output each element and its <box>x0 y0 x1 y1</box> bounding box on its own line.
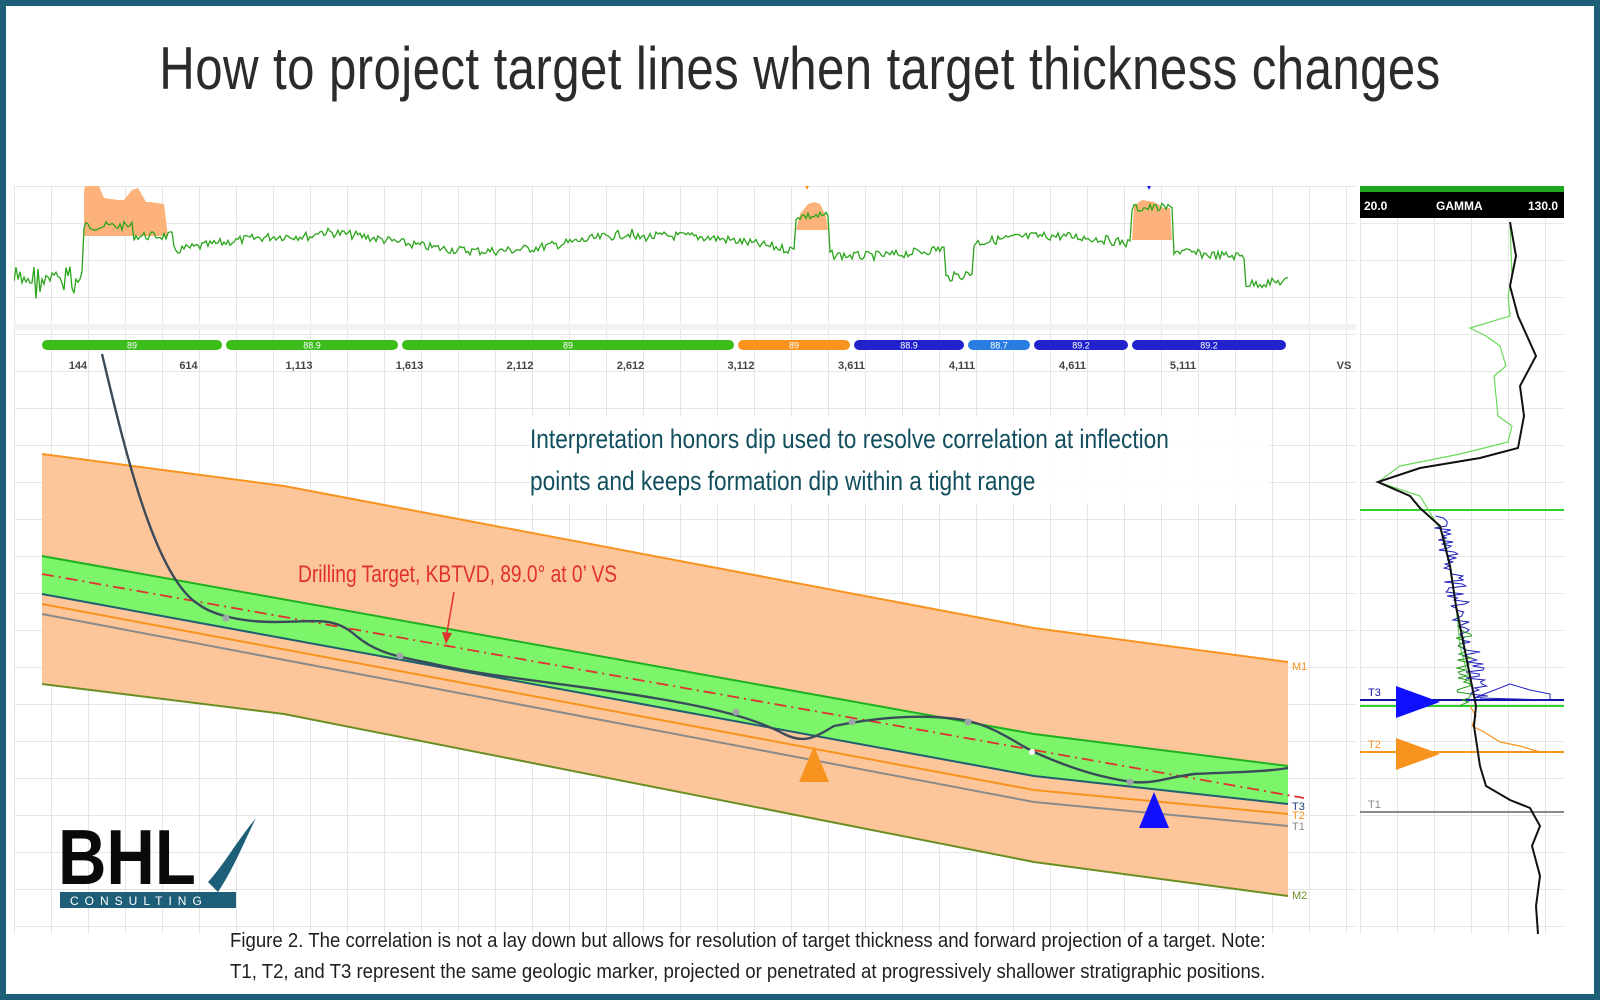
dip-segment <box>1034 340 1128 350</box>
dip-segment-label: 88.9 <box>303 341 321 351</box>
bhl-consulting-logo: BHL CONSULTING <box>58 812 268 922</box>
logo-text: BHL <box>58 814 196 901</box>
dip-segment-label: 89.2 <box>1200 341 1218 351</box>
gamma-t3-arrow <box>1396 686 1440 718</box>
gamma-hot-zone-2 <box>796 202 828 230</box>
gamma-track-panel: 20.0 GAMMA 130.0 T3 T2 T1 <box>1360 186 1564 935</box>
logo-band <box>60 892 236 908</box>
figure-caption: Figure 2. The correlation is not a lay d… <box>230 926 1290 988</box>
strip-separator <box>14 324 1356 330</box>
gamma-track-header <box>1360 192 1564 218</box>
inflection-point-open <box>1029 749 1035 755</box>
note-line-1: Interpretation honors dip used to resolv… <box>530 424 1169 454</box>
horizon-m2-line <box>41 683 1289 897</box>
label-t2: T2 <box>1292 810 1305 822</box>
gamma-label-t3: T3 <box>1368 687 1381 699</box>
orange-marker-triangle <box>799 746 829 782</box>
dip-segment <box>968 340 1030 350</box>
dip-segment <box>738 340 850 350</box>
dip-segment-label: 89.2 <box>1072 341 1090 351</box>
gamma-lateral-curve-green <box>1455 625 1473 707</box>
gamma-track-svg: 20.0 GAMMA 130.0 T3 T2 T1 <box>1360 186 1564 935</box>
vs-tick-label: 4,111 <box>949 360 975 372</box>
vs-tick-label: 614 <box>179 360 198 372</box>
note-line-2: points and keeps formation dip within a … <box>530 466 1035 496</box>
dip-segment-bar: 89 88.9 89 89 88.9 88.7 89.2 89.2 <box>42 340 1286 351</box>
vs-tick-label: 144 <box>69 360 88 372</box>
gamma-t2-arrow <box>1396 738 1440 770</box>
horizon-t2-line <box>41 603 1289 815</box>
dip-segment-label: 89 <box>789 341 799 351</box>
label-t3: T3 <box>1292 801 1305 813</box>
target-arrow-head <box>442 632 452 644</box>
gamma-hot-zone-3 <box>1132 200 1172 240</box>
well-path <box>100 353 1289 784</box>
caption-line-2: T1, T2, and T3 represent the same geolog… <box>230 961 1266 983</box>
gamma-label-t2: T2 <box>1368 739 1381 751</box>
vs-tick-label: 2,112 <box>507 360 534 372</box>
blue-marker-triangle <box>1139 792 1169 828</box>
logo-subtext: CONSULTING <box>70 894 208 908</box>
orange-marker-triangle-top <box>792 158 822 190</box>
label-t1: T1 <box>1292 821 1305 833</box>
target-arrow-line <box>445 591 455 639</box>
page-title: How to project target lines when target … <box>159 35 1441 102</box>
gamma-max-label: 130.0 <box>1528 199 1558 213</box>
dip-segment <box>226 340 398 350</box>
horizon-m1-line <box>41 453 1289 663</box>
target-zone-green <box>42 556 1288 804</box>
gamma-hot-zone-1 <box>84 184 168 236</box>
target-top-line <box>41 555 1289 767</box>
gamma-min-label: 20.0 <box>1364 199 1388 213</box>
vs-tick-label: 2,612 <box>617 360 645 372</box>
vs-tick-label: 1,613 <box>396 360 424 372</box>
main-section-panel: 89 88.9 89 89 88.9 88.7 89.2 89.2 144 614 1,113 1,… <box>13 158 1356 934</box>
vs-axis: 144 614 1,113 1,613 2,112 2,612 3,112 3,611 4,11… <box>69 360 1352 372</box>
dip-segment-label: 89 <box>563 341 573 351</box>
vs-tick-label: 1,113 <box>286 360 313 372</box>
dip-segment <box>42 340 222 350</box>
dip-segment <box>402 340 734 350</box>
blue-marker-triangle-top <box>1134 158 1164 190</box>
gamma-label-t1: T1 <box>1368 799 1381 811</box>
dip-segment-label: 88.9 <box>900 341 918 351</box>
vs-tick-label: 3,112 <box>728 360 755 372</box>
label-m2: M2 <box>1292 890 1307 902</box>
dip-segment <box>854 340 964 350</box>
label-m1: M1 <box>1292 661 1307 673</box>
gamma-strip-curve <box>13 202 1289 299</box>
gamma-track-topbar <box>1360 186 1564 192</box>
interpretation-note: Interpretation honors dip used to resolv… <box>530 416 1270 511</box>
horizon-t3-line <box>41 593 1289 805</box>
gamma-offset-curve <box>1376 225 1513 687</box>
gamma-lateral-curve-orange <box>1469 705 1556 753</box>
drilling-target-label: Drilling Target, KBTVD, 89.0° at 0’ VS <box>298 560 617 588</box>
caption-line-1: Figure 2. The correlation is not a lay d… <box>230 930 1266 952</box>
vs-axis-label: VS <box>1337 360 1352 372</box>
vs-tick-label: 4,611 <box>1059 360 1086 372</box>
logo-swoosh <box>208 818 256 892</box>
gamma-lateral-curve-blue <box>1434 515 1551 701</box>
horizon-t1-line <box>41 613 1289 827</box>
vs-tick-label: 3,611 <box>838 360 865 372</box>
gamma-type-log <box>1375 221 1542 935</box>
inflection-points <box>222 614 1134 786</box>
vs-tick-label: 5,111 <box>1170 360 1196 372</box>
gamma-title: GAMMA <box>1436 199 1483 213</box>
dip-segment-label: 89 <box>127 341 137 351</box>
dip-segment <box>1132 340 1286 350</box>
dip-segment-label: 88.7 <box>990 341 1008 351</box>
